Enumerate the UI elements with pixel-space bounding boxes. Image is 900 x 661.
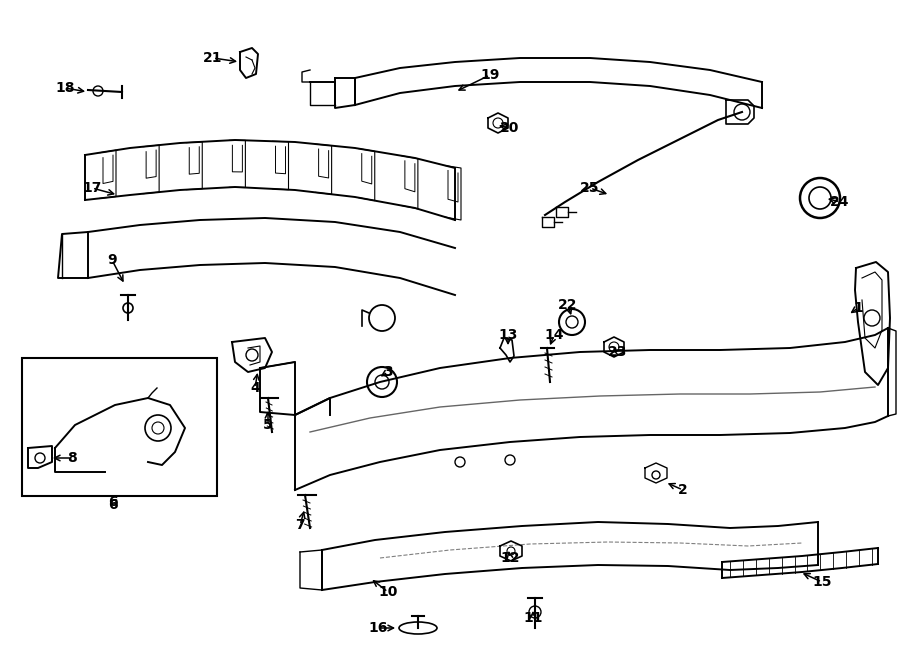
Text: 7: 7 [295, 518, 305, 532]
Text: 4: 4 [250, 381, 260, 395]
Text: 18: 18 [55, 81, 75, 95]
Text: 6: 6 [108, 495, 118, 509]
Text: 6: 6 [108, 498, 118, 512]
Text: 23: 23 [608, 345, 627, 359]
Text: 5: 5 [263, 418, 273, 432]
Text: 11: 11 [523, 611, 543, 625]
Text: 3: 3 [383, 365, 392, 379]
Text: 1: 1 [853, 301, 863, 315]
Text: 21: 21 [203, 51, 223, 65]
Text: 19: 19 [481, 68, 500, 82]
Text: 2: 2 [678, 483, 688, 497]
Text: 13: 13 [499, 328, 517, 342]
Text: 15: 15 [812, 575, 832, 589]
Text: 17: 17 [82, 181, 102, 195]
Text: 14: 14 [544, 328, 563, 342]
Text: 9: 9 [107, 253, 117, 267]
Text: 10: 10 [378, 585, 398, 599]
Bar [22, 358, 217, 496]
Text: 25: 25 [580, 181, 599, 195]
Text: 12: 12 [500, 551, 520, 565]
Text: 22: 22 [558, 298, 578, 312]
Text: 20: 20 [500, 121, 519, 135]
Text: 16: 16 [368, 621, 388, 635]
Text: 24: 24 [830, 195, 850, 209]
Text: 8: 8 [68, 451, 76, 465]
